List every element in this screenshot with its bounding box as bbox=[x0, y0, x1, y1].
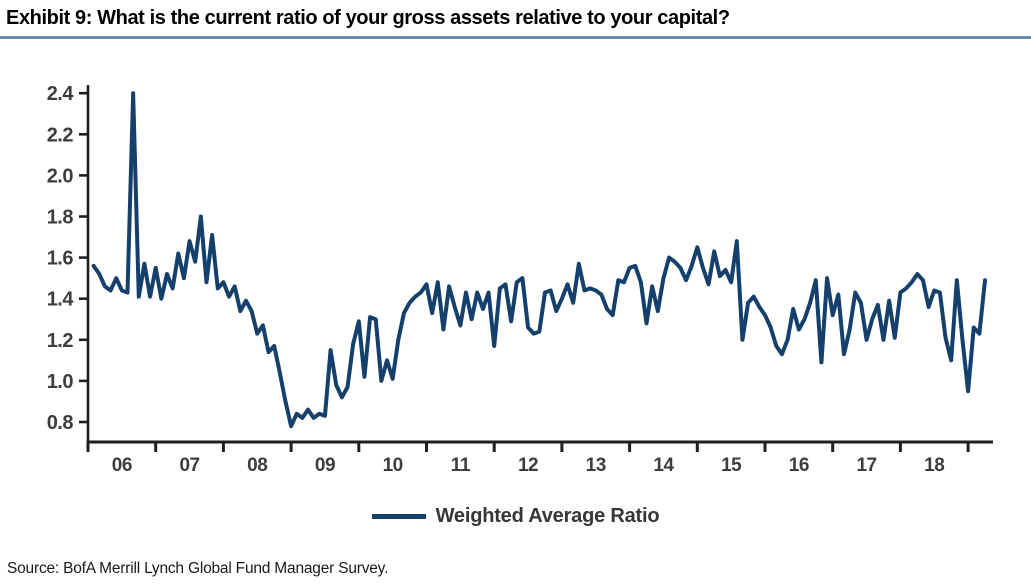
svg-text:14: 14 bbox=[653, 455, 674, 476]
svg-text:10: 10 bbox=[383, 455, 403, 476]
svg-text:1.6: 1.6 bbox=[47, 248, 74, 270]
svg-text:16: 16 bbox=[789, 455, 809, 476]
svg-text:12: 12 bbox=[518, 455, 538, 476]
title-underline-rule bbox=[0, 36, 1031, 39]
svg-text:0.8: 0.8 bbox=[47, 412, 74, 434]
weighted-average-ratio-line bbox=[91, 91, 988, 429]
svg-text:07: 07 bbox=[179, 455, 199, 476]
chart-legend: Weighted Average Ratio bbox=[0, 503, 1031, 529]
svg-text:1.2: 1.2 bbox=[47, 330, 74, 352]
exhibit-title: Exhibit 9: What is the current ratio of … bbox=[6, 7, 730, 29]
chart-tick-labels: 0.8 1.0 1.2 1.4 1.6 1.8 2.0 2.2 2.4 06 07 08 09 10 11 1… bbox=[47, 83, 945, 476]
chart-axes bbox=[86, 85, 993, 444]
svg-text:1.8: 1.8 bbox=[47, 207, 74, 229]
svg-text:06: 06 bbox=[112, 455, 132, 476]
svg-text:2.4: 2.4 bbox=[47, 83, 75, 105]
svg-text:11: 11 bbox=[451, 455, 471, 476]
line-chart: 0.8 1.0 1.2 1.4 1.6 1.8 2.0 2.2 2.4 06 07 08 09 10 11 1… bbox=[47, 83, 993, 476]
svg-text:2.2: 2.2 bbox=[47, 124, 74, 146]
svg-text:15: 15 bbox=[721, 455, 742, 476]
svg-text:13: 13 bbox=[586, 455, 606, 476]
svg-text:09: 09 bbox=[315, 455, 335, 476]
source-note: Source: BofA Merrill Lynch Global Fund M… bbox=[7, 560, 389, 577]
svg-text:1.0: 1.0 bbox=[47, 371, 74, 393]
svg-text:2.0: 2.0 bbox=[47, 165, 74, 187]
legend-line-swatch bbox=[371, 513, 426, 519]
legend-label: Weighted Average Ratio bbox=[435, 504, 660, 527]
svg-text:08: 08 bbox=[247, 455, 267, 476]
chart-tick-marks bbox=[79, 91, 970, 452]
svg-text:17: 17 bbox=[856, 455, 876, 476]
svg-text:1.4: 1.4 bbox=[47, 289, 75, 311]
svg-text:18: 18 bbox=[924, 455, 944, 476]
